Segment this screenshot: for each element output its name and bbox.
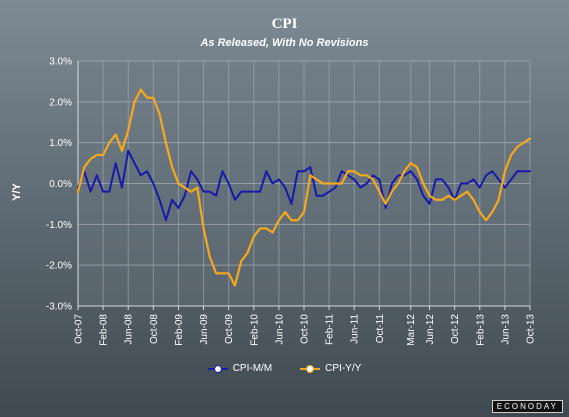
series-line-cpi-y-y bbox=[76, 88, 532, 287]
chart-title: CPI bbox=[271, 16, 298, 32]
chart-subtitle: As Released, With No Revisions bbox=[200, 37, 369, 49]
y-tick-label: 1.0% bbox=[49, 138, 72, 149]
legend-label-y-y: CPI-Y/Y bbox=[325, 363, 362, 374]
x-tick-label: Oct-09 bbox=[224, 314, 235, 344]
x-tick-label: Feb-11 bbox=[325, 314, 336, 345]
x-tick-label: Oct-11 bbox=[375, 314, 386, 344]
x-tick-label: Feb-13 bbox=[475, 314, 486, 346]
x-tick-label: Jun-10 bbox=[274, 314, 285, 345]
legend-swatch-y-y bbox=[300, 364, 321, 374]
x-tick-label: Oct-08 bbox=[149, 314, 160, 344]
x-tick-label: Oct-12 bbox=[450, 314, 461, 344]
x-tick-label: Mar-12 bbox=[406, 314, 417, 346]
econoday-logo: ECONODAY bbox=[491, 400, 563, 413]
x-tick-label: Feb-09 bbox=[174, 314, 185, 346]
y-tick-label: -3.0% bbox=[46, 302, 72, 313]
legend-item-y-y: CPI-Y/Y bbox=[300, 363, 361, 374]
x-tick-label: Oct-13 bbox=[526, 314, 537, 344]
legend-item-m-m: CPI-M/M bbox=[207, 363, 273, 374]
y-tick-label: 3.0% bbox=[49, 57, 72, 68]
legend-swatch-m-m bbox=[207, 364, 228, 374]
x-tick-label: Oct-10 bbox=[300, 314, 311, 344]
legend: CPI-M/M CPI-Y/Y bbox=[0, 363, 569, 374]
x-tick-label: Jun-12 bbox=[425, 314, 436, 345]
y-tick-label: 2.0% bbox=[49, 97, 72, 108]
y-tick-label: -1.0% bbox=[46, 220, 72, 231]
y-tick-label: -2.0% bbox=[46, 261, 72, 272]
x-tick-label: Jun-08 bbox=[124, 314, 135, 345]
y-tick-label: 0.0% bbox=[49, 179, 72, 190]
x-tick-label: Jun-09 bbox=[199, 314, 210, 345]
x-tick-label: Feb-10 bbox=[249, 314, 260, 346]
x-tick-label: Feb-08 bbox=[99, 314, 110, 346]
x-tick-label: Oct-07 bbox=[74, 314, 85, 344]
x-tick-label: Jun-13 bbox=[500, 314, 511, 345]
x-tick-label: Jun-11 bbox=[350, 314, 361, 344]
legend-label-m-m: CPI-M/M bbox=[232, 363, 273, 374]
